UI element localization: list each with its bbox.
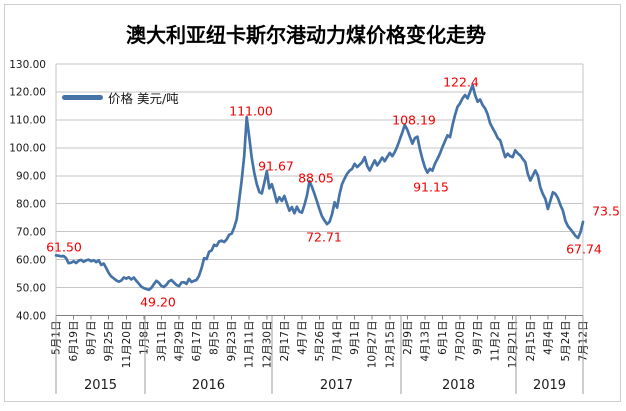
legend-line-swatch (62, 94, 103, 100)
y-axis-label: 130.00 (9, 59, 46, 71)
x-tick-label: 3月11日 (156, 321, 168, 362)
y-axis-label: 40.00 (16, 310, 46, 322)
x-tick-label: 6月17日 (191, 321, 203, 362)
x-tick-label: 10月27日 (367, 321, 379, 369)
data-point-label: 122.4 (443, 74, 479, 89)
legend: 价格 美元/吨 (62, 89, 179, 106)
x-tick-label: 4月13日 (419, 321, 431, 362)
x-tick-label: 9月1日 (349, 321, 361, 355)
data-point-label: 91.15 (413, 179, 449, 194)
x-tick-label: 7月20日 (455, 321, 467, 362)
data-point-label: 49.20 (140, 294, 176, 309)
chart-title: 澳大利亚纽卡斯尔港动力煤价格变化走势 (126, 23, 486, 47)
x-tick-label: 7月14日 (332, 321, 344, 362)
x-tick-label: 4月4日 (542, 321, 554, 355)
year-label: 2018 (442, 378, 475, 393)
data-point-label: 108.19 (392, 112, 436, 127)
x-tick-label: 12月21日 (507, 321, 519, 369)
x-tick-label: 6月19日 (68, 321, 80, 362)
x-tick-label: 5月26日 (314, 321, 326, 362)
x-tick-label: 2月9日 (402, 321, 414, 355)
x-tick-label: 8月7日 (86, 321, 98, 355)
price-line-series (54, 83, 585, 292)
data-point-label: 111.00 (229, 103, 273, 118)
chart-border (4, 4, 621, 402)
y-axis-label: 110.00 (9, 115, 46, 127)
x-tick-label: 11月11日 (244, 321, 256, 369)
data-point-label: 88.05 (298, 170, 334, 185)
x-tick-label: 11月2日 (490, 320, 502, 361)
data-point-label: 67.74 (566, 241, 602, 256)
x-tick-label: 6月1日 (437, 321, 449, 355)
x-tick-label: 9月23日 (226, 321, 238, 362)
x-tick-label: 9月25日 (103, 321, 115, 362)
x-tick-label: 2月17日 (279, 321, 291, 362)
x-tick-label: 5月24日 (560, 321, 572, 362)
y-axis-label: 100.00 (9, 143, 46, 155)
y-axis-label: 70.00 (16, 226, 46, 238)
x-tick-label: 4月7日 (296, 321, 308, 355)
data-point-label: 61.50 (46, 239, 82, 254)
y-axis-label: 120.00 (9, 87, 46, 99)
year-label: 2019 (533, 378, 566, 393)
x-tick-label: 1月8日 (138, 321, 150, 355)
x-tick-label: 11月20日 (121, 321, 133, 369)
data-point-label: 72.71 (306, 229, 342, 244)
x-tick-label: 4月29日 (173, 321, 185, 362)
x-tick-label: 12月15日 (384, 321, 396, 369)
y-axis-label: 50.00 (16, 282, 46, 294)
y-axis-label: 80.00 (16, 199, 46, 211)
data-point-label: 91.67 (258, 158, 294, 173)
x-tick-label: 2月15日 (525, 321, 537, 362)
x-tick-label: 12月30日 (261, 321, 273, 369)
year-label: 2016 (192, 378, 225, 393)
x-tick-label: 9月7日 (472, 320, 484, 354)
year-label: 2015 (84, 378, 117, 393)
y-axis-label: 90.00 (16, 171, 46, 183)
x-tick-label: 8月5日 (209, 321, 221, 355)
data-point-label: 73.5 (592, 203, 620, 218)
year-label: 2017 (320, 378, 353, 393)
y-axis-label: 60.00 (16, 254, 46, 266)
legend-series-label: 价格 美元/吨 (108, 90, 179, 106)
